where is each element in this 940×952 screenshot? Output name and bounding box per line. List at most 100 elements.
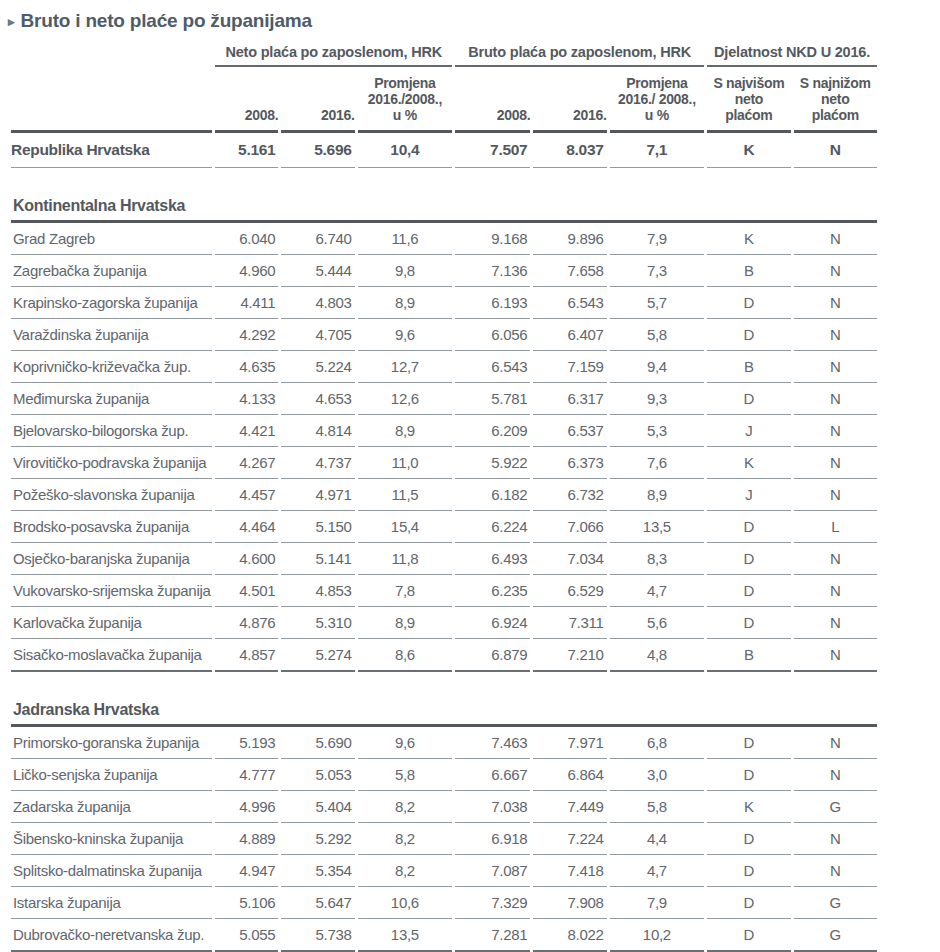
value-cell: 5,8 xyxy=(610,791,705,823)
value-cell: 7.159 xyxy=(533,351,606,383)
region-name: Splitsko-dalmatinska županija xyxy=(11,855,212,887)
table-row: Varaždinska županija4.2924.7059,66.0566.… xyxy=(11,319,877,351)
value-cell: 5.922 xyxy=(455,447,530,479)
value-cell: 7.908 xyxy=(533,887,606,919)
value-cell: 4.133 xyxy=(215,383,278,415)
value-cell: 4.996 xyxy=(215,791,278,823)
value-cell: D xyxy=(707,287,790,319)
value-cell: 10,6 xyxy=(358,887,453,919)
value-cell: 5.404 xyxy=(281,791,354,823)
value-cell: N xyxy=(794,543,877,575)
table-row: Primorsko-goranska županija5.1935.6909,6… xyxy=(11,727,877,759)
value-cell: 4.947 xyxy=(215,855,278,887)
value-cell: 8,9 xyxy=(358,287,453,319)
spacer-cell xyxy=(11,168,877,191)
value-cell: 7.329 xyxy=(455,887,530,919)
value-cell: 8.037 xyxy=(533,133,606,168)
value-cell: N xyxy=(794,639,877,672)
value-cell: 9.896 xyxy=(533,223,606,255)
section-heading: Kontinentalna Hrvatska xyxy=(11,191,877,223)
value-cell: 4.857 xyxy=(215,639,278,672)
value-cell: D xyxy=(707,575,790,607)
value-cell: G xyxy=(794,887,877,919)
value-cell: 4.292 xyxy=(215,319,278,351)
col-header-bruto-2016: 2016. xyxy=(533,67,606,133)
value-cell: 4.464 xyxy=(215,511,278,543)
value-cell: N xyxy=(794,223,877,255)
col-header-bruto-2008: 2008. xyxy=(455,67,530,133)
region-name: Bjelovarsko-bilogorska žup. xyxy=(11,415,212,447)
value-cell: 6.193 xyxy=(455,287,530,319)
value-cell: 6.407 xyxy=(533,319,606,351)
value-cell: D xyxy=(707,511,790,543)
value-cell: 4.421 xyxy=(215,415,278,447)
region-name: Karlovačka županija xyxy=(11,607,212,639)
value-cell: N xyxy=(794,607,877,639)
group-header-bruto: Bruto plaća po zaposlenom, HRK xyxy=(455,42,704,67)
value-cell: 4.501 xyxy=(215,575,278,607)
value-cell: N xyxy=(794,759,877,791)
value-cell: 4.267 xyxy=(215,447,278,479)
empty-name-header xyxy=(11,67,212,133)
value-cell: 7.066 xyxy=(533,511,606,543)
value-cell: 6.667 xyxy=(455,759,530,791)
value-cell: K xyxy=(707,447,790,479)
value-cell: N xyxy=(794,133,877,168)
value-cell: K xyxy=(707,223,790,255)
value-cell: N xyxy=(794,447,877,479)
value-cell: B xyxy=(707,351,790,383)
value-cell: 6.543 xyxy=(533,287,606,319)
value-cell: B xyxy=(707,255,790,287)
section-heading-row: Kontinentalna Hrvatska xyxy=(11,191,877,223)
table-row: Šibensko-kninska županija4.8895.2928,26.… xyxy=(11,823,877,855)
region-name: Varaždinska županija xyxy=(11,319,212,351)
region-name: Krapinsko-zagorska županija xyxy=(11,287,212,319)
value-cell: D xyxy=(707,855,790,887)
group-header-djelatnost: Djelatnost NKD U 2016. xyxy=(707,42,877,67)
value-cell: D xyxy=(707,823,790,855)
value-cell: N xyxy=(794,575,877,607)
value-cell: 3,0 xyxy=(610,759,705,791)
total-row: Republika Hrvatska5.1615.69610,47.5078.0… xyxy=(11,133,877,168)
value-cell: N xyxy=(794,727,877,759)
group-header-row: Neto plaća po zaposlenom, HRK Bruto plać… xyxy=(11,42,877,67)
value-cell: 10,4 xyxy=(358,133,453,168)
value-cell: 4.457 xyxy=(215,479,278,511)
table-row: Splitsko-dalmatinska županija4.9475.3548… xyxy=(11,855,877,887)
value-cell: B xyxy=(707,639,790,672)
col-header-neto-2016: 2016. xyxy=(281,67,354,133)
value-cell: D xyxy=(707,607,790,639)
value-cell: 7.087 xyxy=(455,855,530,887)
value-cell: 8,2 xyxy=(358,855,453,887)
value-cell: N xyxy=(794,383,877,415)
table-row: Koprivničko-križevačka žup.4.6355.22412,… xyxy=(11,351,877,383)
value-cell: 7.281 xyxy=(455,919,530,952)
table-header: Neto plaća po zaposlenom, HRK Bruto plać… xyxy=(11,42,877,133)
value-cell: 8,6 xyxy=(358,639,453,672)
table-body: Republika Hrvatska5.1615.69610,47.5078.0… xyxy=(11,133,877,952)
value-cell: 9,6 xyxy=(358,727,453,759)
empty-corner-cell xyxy=(11,42,212,67)
value-cell: 6.740 xyxy=(281,223,354,255)
value-cell: 8,9 xyxy=(358,415,453,447)
value-cell: 7,6 xyxy=(610,447,705,479)
table-row: Krapinsko-zagorska županija4.4114.8038,9… xyxy=(11,287,877,319)
value-cell: 8,3 xyxy=(610,543,705,575)
value-cell: 5.106 xyxy=(215,887,278,919)
value-cell: 4,4 xyxy=(610,823,705,855)
value-cell: J xyxy=(707,415,790,447)
region-name: Šibensko-kninska županija xyxy=(11,823,212,855)
value-cell: 8,2 xyxy=(358,823,453,855)
value-cell: 15,4 xyxy=(358,511,453,543)
value-cell: 13,5 xyxy=(610,511,705,543)
value-cell: 7.038 xyxy=(455,791,530,823)
table-row: Dubrovačko-neretvanska žup.5.0555.73813,… xyxy=(11,919,877,952)
value-cell: 4.653 xyxy=(281,383,354,415)
region-name: Primorsko-goranska županija xyxy=(11,727,212,759)
value-cell: 6.317 xyxy=(533,383,606,415)
value-cell: 5.141 xyxy=(281,543,354,575)
value-cell: 7.971 xyxy=(533,727,606,759)
value-cell: N xyxy=(794,823,877,855)
table-row: Vukovarsko-srijemska županija4.5014.8537… xyxy=(11,575,877,607)
region-name: Virovitičko-podravska županija xyxy=(11,447,212,479)
